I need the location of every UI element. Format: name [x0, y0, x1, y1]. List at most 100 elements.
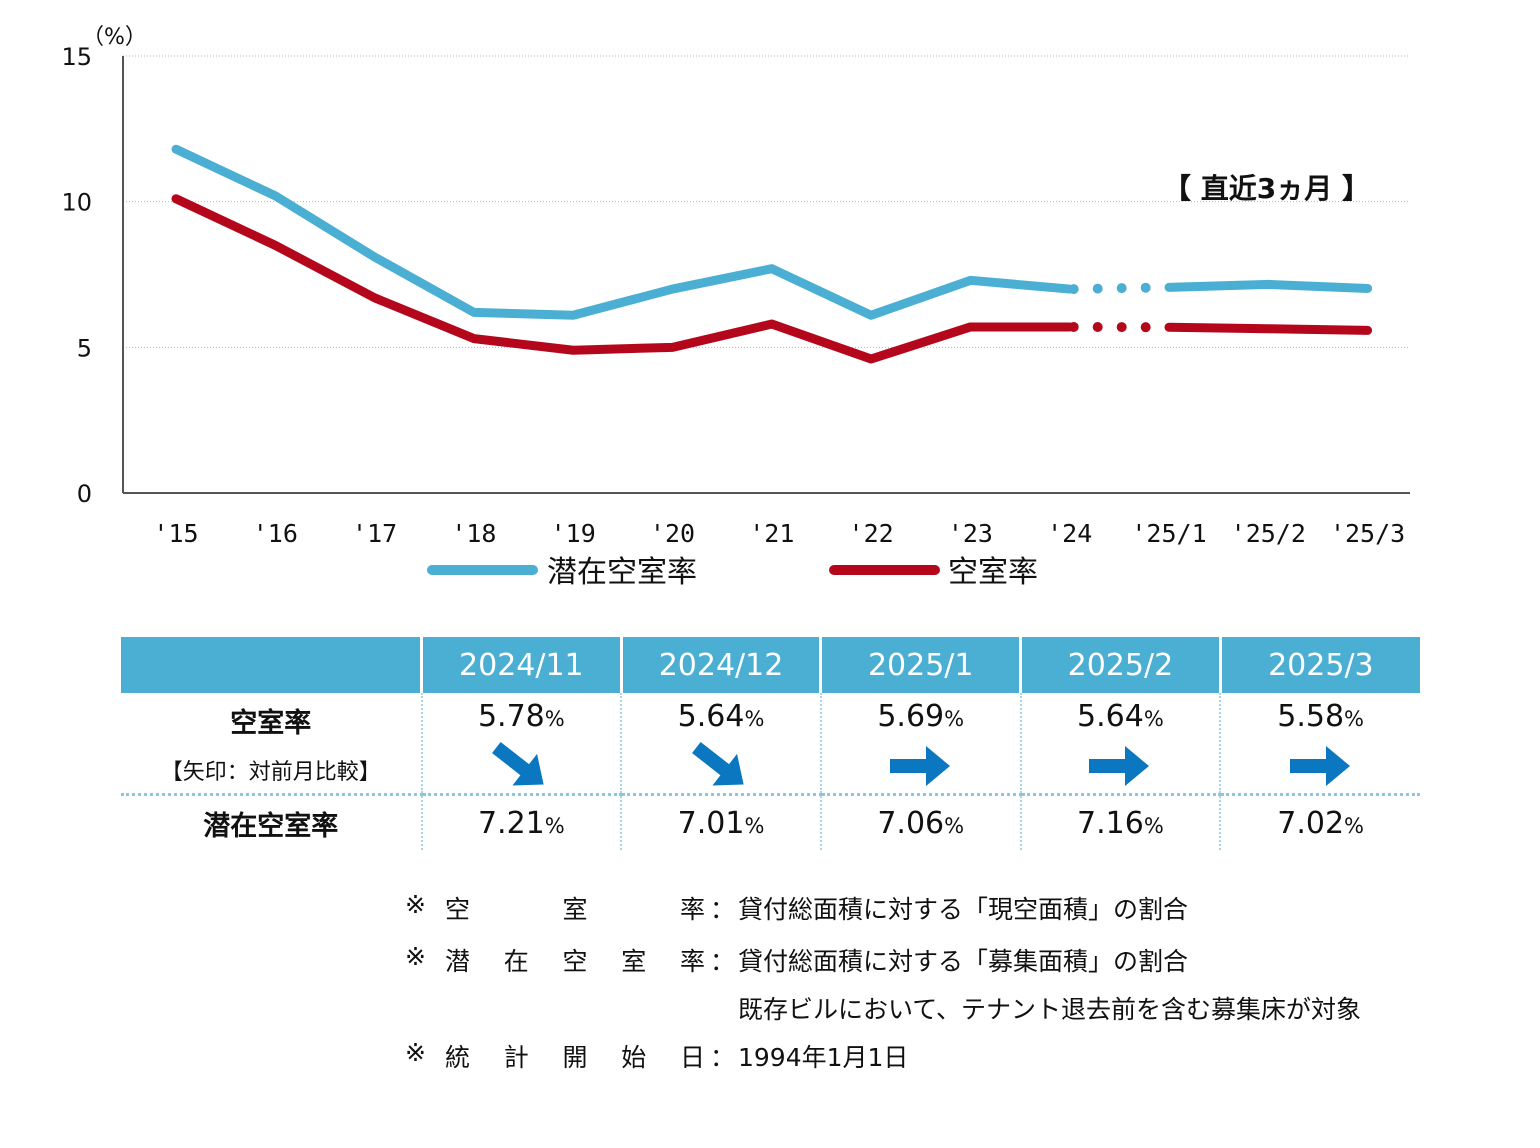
percent-sign: %	[744, 707, 765, 731]
footnote-colon: ：	[710, 895, 736, 924]
table-header-row: 2024/11 2024/12 2025/1 2025/2 2025/3	[121, 637, 1420, 693]
vacancy-value: 5.64%	[622, 699, 820, 734]
y-tick-label: 10	[61, 189, 92, 217]
x-tick-label: '25/3	[1330, 519, 1405, 548]
potential-row-label: 潜在空室率	[121, 795, 422, 851]
y-tick-label: 0	[77, 480, 92, 508]
arrow-right-icon	[1089, 746, 1150, 786]
potential-value: 7.02	[1277, 805, 1345, 841]
legend: 潜在空室率 空室率	[427, 555, 1038, 590]
series-line-vacancy	[171, 194, 1075, 364]
legend-label-potential: 潜在空室率	[547, 555, 697, 590]
footnote-text: 貸付総面積に対する「募集面積」の割合	[738, 947, 1189, 976]
header-month: 2024/12	[619, 637, 821, 693]
vacancy-line-chart: 0 5 10 15 '15 '16 '17 '18 '19 '20 '21 '22 '23 '24 '25…	[61, 25, 1410, 590]
potential-cell: 7.01%	[620, 794, 821, 850]
percent-sign: %	[1344, 707, 1364, 731]
x-tick-label: '25/1	[1131, 519, 1206, 548]
footnote-term-char: 率	[680, 947, 706, 976]
x-tick-label: '22	[849, 519, 894, 548]
potential-value: 7.16	[1077, 805, 1144, 841]
vacancy-row-label: 空室率 【矢印：対前月比較】	[121, 693, 422, 796]
x-tick-label: '16	[253, 519, 298, 548]
series-recent-vacancy	[1164, 322, 1373, 335]
vacancy-row: 空室率 【矢印：対前月比較】 5.78% 5.64% 5.69% 5.64% 5…	[121, 693, 1420, 796]
footnote-line: ※ 空 室 率：貸付総面積に対する「現空面積」の割合	[405, 890, 1505, 930]
vacancy-label: 空室率	[230, 708, 312, 739]
vacancy-cell: 5.64%	[620, 693, 821, 796]
value-number: 5.64	[1077, 699, 1144, 734]
header-month: 2024/11	[420, 637, 622, 693]
arrow-down-right-icon	[692, 742, 744, 786]
vacancy-cell: 5.64%	[1019, 693, 1221, 796]
potential-vacancy-row: 潜在空室率 7.21% 7.01% 7.06% 7.16% 7.02%	[121, 794, 1420, 851]
footnote-term-char: 空	[445, 895, 471, 924]
value-number: 5.69	[877, 699, 945, 734]
footnote-term-char: 始	[621, 1043, 647, 1072]
potential-value: 7.21	[477, 805, 545, 841]
vacancy-cell: 5.69%	[819, 693, 1021, 796]
footnote-term-char: 開	[562, 1043, 588, 1072]
footnote-term-char: 潜	[445, 947, 471, 976]
x-tick-label: '17	[352, 519, 397, 548]
vacancy-value: 5.69%	[822, 699, 1020, 734]
footnote-term-char: 室	[621, 947, 647, 976]
footnote-colon: ：	[710, 947, 736, 976]
y-tick-labels: 0 5 10 15	[61, 43, 92, 508]
footnote-text: 1994年1月1日	[738, 1043, 909, 1072]
potential-label: 潜在空室率	[203, 810, 339, 842]
arrow-down-right-icon	[492, 742, 544, 786]
vacancy-value: 5.64%	[1022, 699, 1220, 734]
footnote-mark: ※	[405, 942, 426, 971]
monthly-vacancy-table: 2024/11 2024/12 2025/1 2025/2 2025/3 空室率…	[121, 637, 1420, 850]
legend-label-vacancy: 空室率	[948, 555, 1038, 590]
y-tick-label: 15	[61, 43, 92, 71]
arrow-right-icon	[889, 746, 950, 786]
footnote-text: 貸付総面積に対する「現空面積」の割合	[738, 895, 1189, 924]
potential-cell: 7.21%	[420, 794, 622, 850]
axes	[122, 56, 1410, 494]
series-line-potential	[171, 144, 1075, 320]
percent-sign: %	[1143, 707, 1164, 731]
footnote-line: ※ 潜 在 空 室 率：貸付総面積に対する「募集面積」の割合	[405, 942, 1505, 982]
footnote-colon: ：	[710, 1043, 736, 1072]
series-recent-potential	[1164, 279, 1373, 293]
value-number: 5.78	[477, 699, 545, 734]
percent-sign: %	[544, 707, 565, 731]
footnote-term-char: 室	[562, 895, 588, 924]
x-tick-label: '24	[1047, 519, 1092, 548]
x-tick-label: '19	[551, 519, 596, 548]
footnote-line: 既存ビルにおいて、テナント退去前を含む募集床が対象	[405, 990, 1505, 1030]
potential-cell: 7.06%	[819, 794, 1021, 850]
header-corner	[121, 637, 422, 693]
potential-value: 7.01	[677, 805, 745, 841]
percent-sign: %	[1143, 813, 1164, 838]
y-tick-label: 5	[77, 334, 92, 362]
arrow-right-icon	[1289, 746, 1350, 786]
footnote-text: 既存ビルにおいて、テナント退去前を含む募集床が対象	[738, 995, 1362, 1024]
potential-cell: 7.02%	[1219, 794, 1420, 850]
vacancy-cell: 5.58%	[1219, 693, 1420, 796]
percent-sign: %	[1344, 813, 1364, 838]
vacancy-sublabel: 【矢印：対前月比較】	[160, 760, 381, 785]
percent-sign: %	[744, 813, 765, 838]
x-tick-label: '18	[451, 519, 496, 548]
x-tick-label: '15	[153, 519, 198, 548]
x-tick-labels: '15 '16 '17 '18 '19 '20 '21 '22 '23 '24 '25/1 '25/2…	[153, 519, 1405, 548]
potential-value: 7.06	[877, 805, 945, 841]
footnote-term-char: 率	[680, 895, 706, 924]
x-tick-label: '20	[650, 519, 695, 548]
series-lines	[171, 144, 1373, 364]
value-number: 5.64	[677, 699, 745, 734]
vacancy-cell: 5.78%	[420, 693, 622, 796]
footnote-term-char: 計	[503, 1043, 529, 1072]
footnote-term-char: 空	[562, 947, 588, 976]
value-number: 5.58	[1277, 699, 1345, 734]
footnote-term-char: 日	[680, 1043, 706, 1072]
potential-cell: 7.16%	[1019, 794, 1221, 850]
footnote-mark: ※	[405, 1038, 426, 1067]
footnote-term-char: 在	[503, 947, 529, 976]
vacancy-value: 5.58%	[1221, 699, 1420, 734]
header-month: 2025/3	[1218, 637, 1420, 693]
percent-sign: %	[944, 707, 965, 731]
